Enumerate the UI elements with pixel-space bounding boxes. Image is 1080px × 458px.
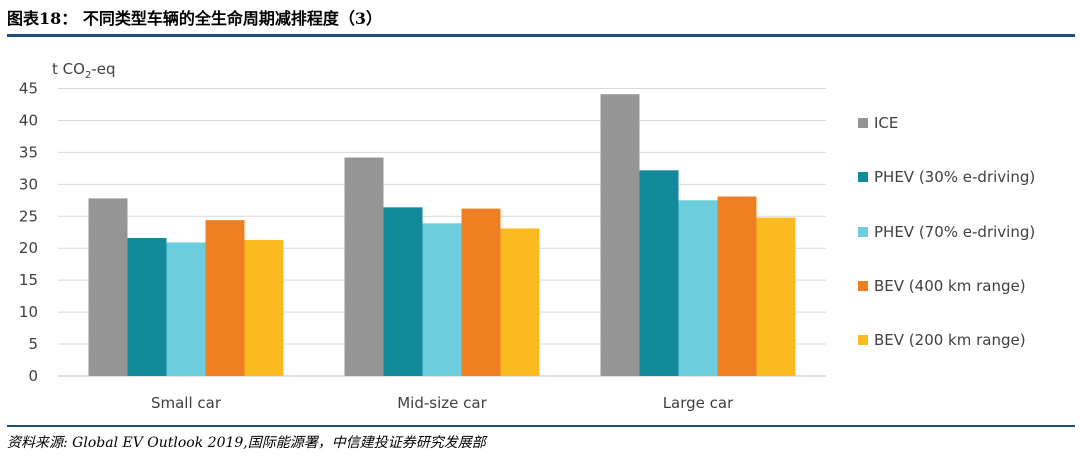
bar	[344, 157, 384, 376]
y-unit-prefix: t CO	[52, 60, 85, 78]
legend-item: ICE	[858, 114, 898, 132]
y-tick-label: 45	[19, 80, 38, 98]
legend-label: BEV (400 km range)	[874, 277, 1026, 295]
bar	[205, 220, 245, 376]
source-rule	[7, 425, 1075, 427]
figure-title: 图表18： 不同类型车辆的全生命周期减排程度（3）	[7, 9, 382, 28]
legend-item: BEV (200 km range)	[858, 331, 1026, 349]
y-tick-label: 15	[19, 271, 38, 289]
legend-label: PHEV (70% e-driving)	[874, 223, 1036, 241]
bar	[756, 217, 796, 376]
bar	[166, 242, 206, 376]
bar	[639, 170, 679, 376]
y-tick-label: 30	[19, 175, 38, 193]
y-tick-label: 25	[19, 207, 38, 225]
x-category-label: Mid-size car	[397, 394, 487, 412]
bar	[127, 238, 167, 376]
legend-swatch	[858, 117, 868, 128]
bar	[678, 200, 718, 376]
bar	[383, 207, 423, 376]
y-unit-subscript: 2	[84, 70, 92, 81]
legend-swatch	[858, 280, 868, 291]
bar	[717, 196, 757, 376]
y-tick-label: 0	[28, 367, 38, 385]
legend-label: PHEV (30% e-driving)	[874, 168, 1036, 186]
bar	[88, 198, 128, 376]
y-tick-label: 40	[19, 111, 38, 129]
bar	[244, 239, 284, 376]
legend-label: BEV (200 km range)	[874, 331, 1026, 349]
y-tick-label: 20	[19, 239, 38, 257]
legend-label: ICE	[874, 114, 899, 132]
legend-item: PHEV (30% e-driving)	[858, 168, 1035, 186]
x-category-label: Small car	[151, 394, 222, 412]
y-tick-label: 10	[19, 303, 38, 321]
x-category-label: Large car	[663, 394, 734, 412]
legend-swatch	[858, 334, 868, 345]
legend-swatch	[858, 171, 868, 182]
bar	[500, 228, 540, 376]
legend-swatch	[858, 226, 868, 237]
legend-item: PHEV (70% e-driving)	[858, 223, 1035, 241]
y-tick-label: 35	[19, 143, 38, 161]
title-rule	[7, 34, 1075, 37]
legend-item: BEV (400 km range)	[858, 277, 1026, 295]
y-axis-unit-label: t CO2-eq	[52, 60, 115, 81]
bar	[461, 208, 501, 376]
y-tick-label: 5	[28, 335, 38, 353]
source-note: 资料来源: Global EV Outlook 2019,国际能源署，中信建投证…	[7, 435, 486, 451]
y-unit-suffix: -eq	[91, 60, 116, 78]
bar	[422, 223, 462, 376]
bar	[600, 94, 640, 376]
